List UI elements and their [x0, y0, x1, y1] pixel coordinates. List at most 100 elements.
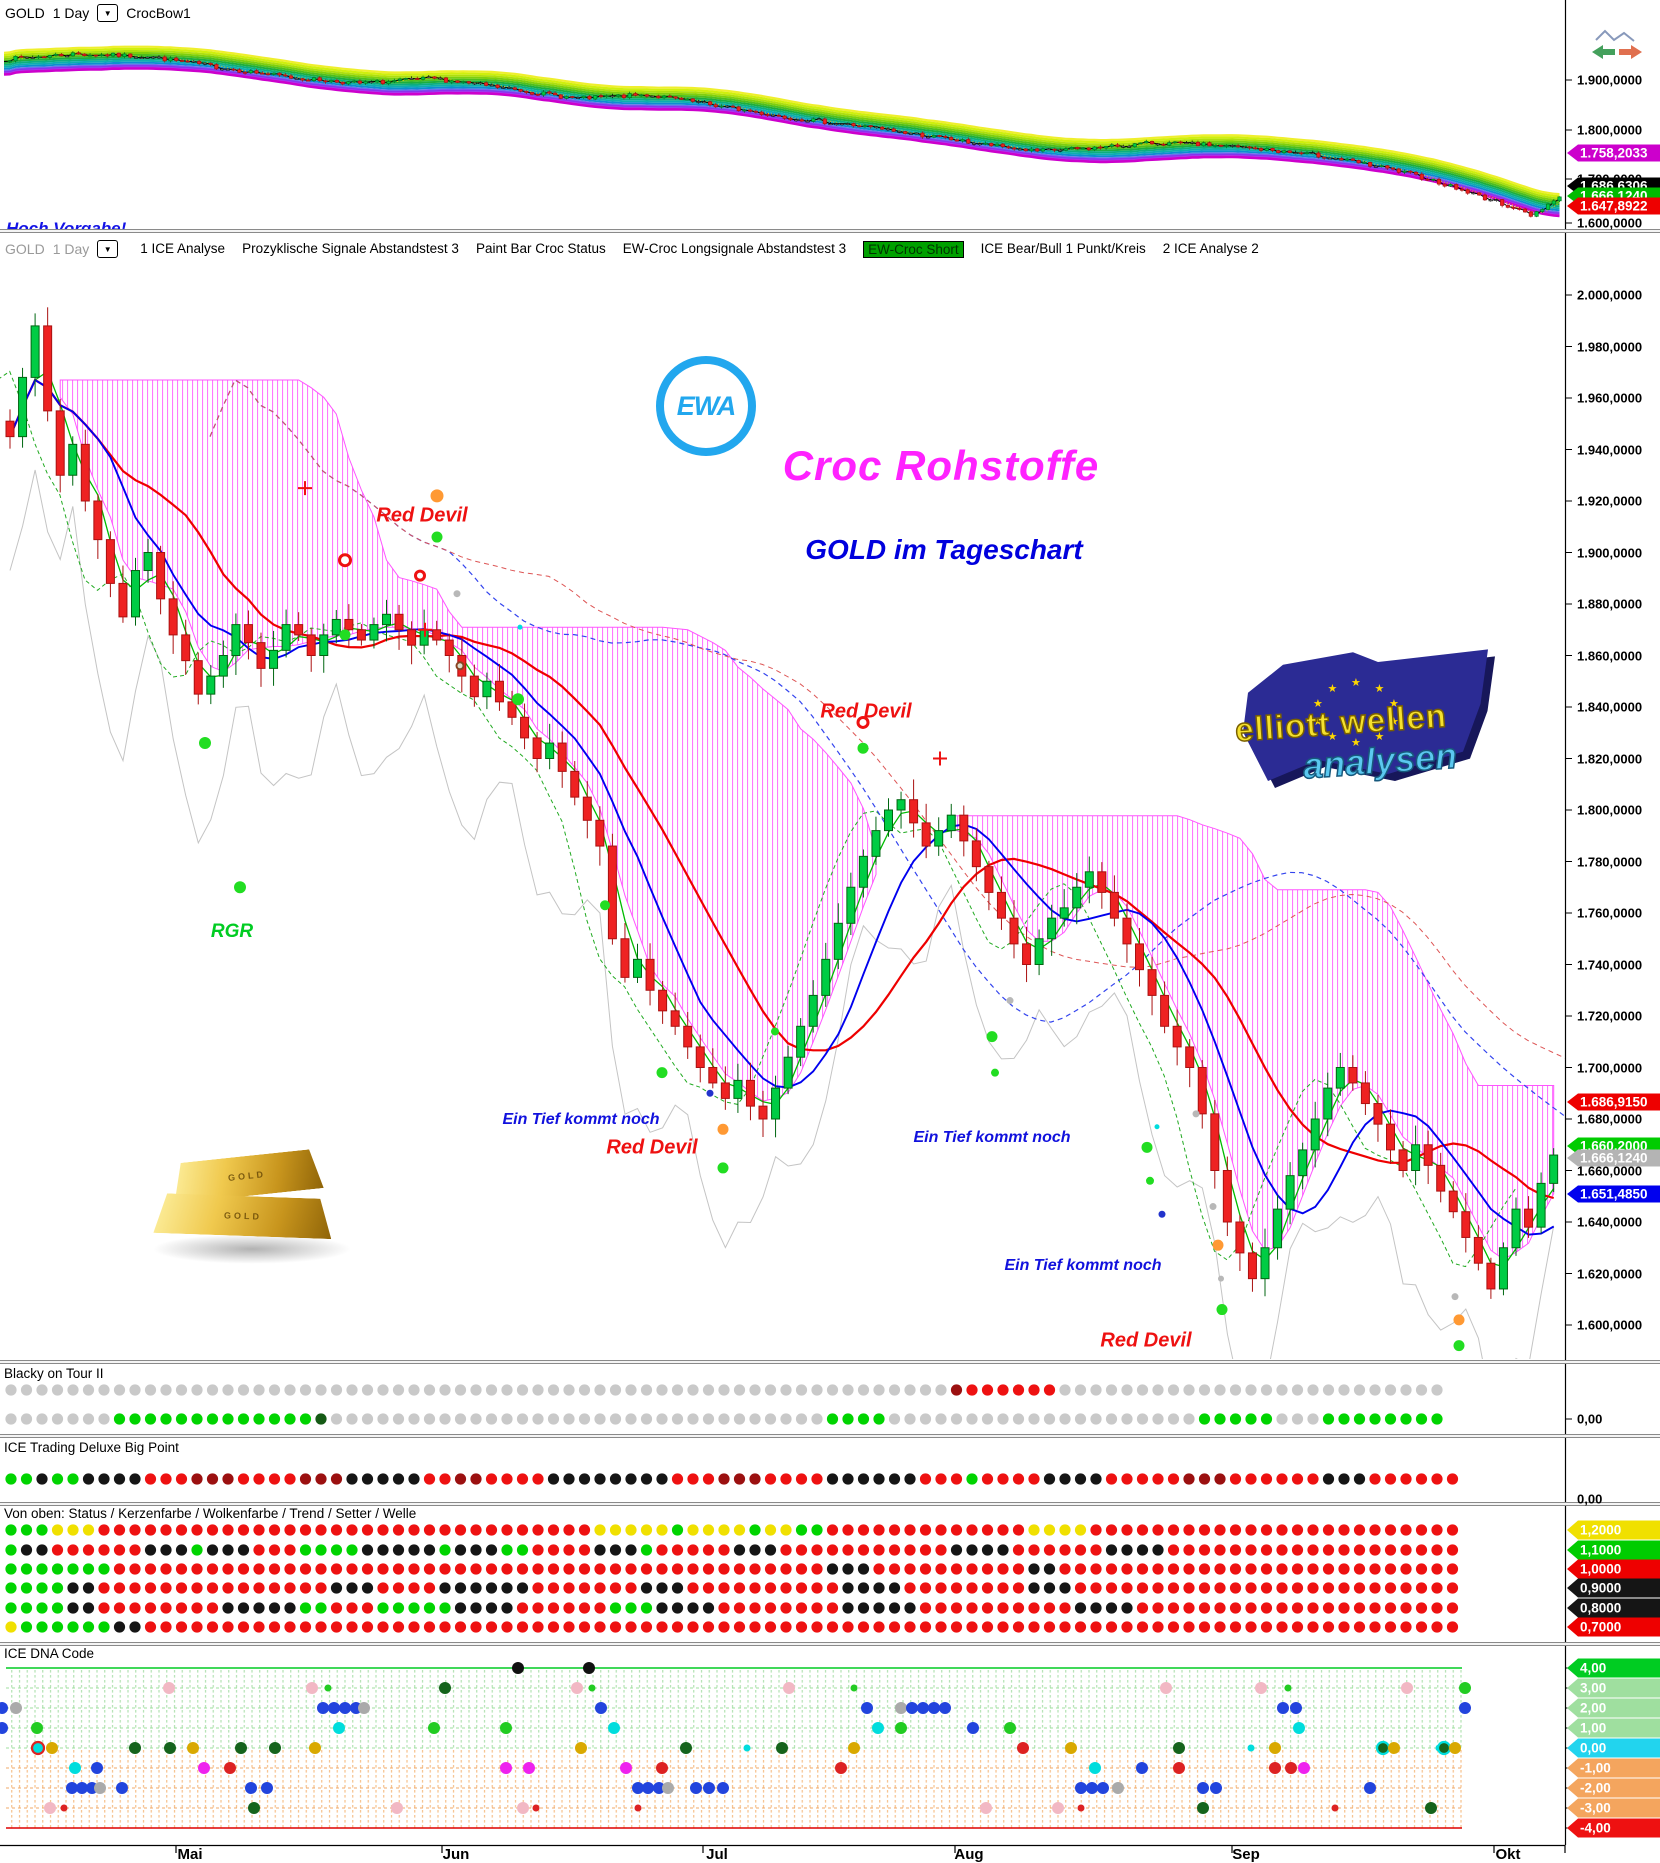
flag-star-icon: ★: [1374, 731, 1385, 744]
price-tick-label: 1.620,0000: [1577, 1266, 1643, 1281]
price-tick-label: 1.960,0000: [1577, 390, 1643, 406]
note-clip: Hoch Vorgabe!: [6, 219, 126, 230]
dna-level-tag: 4,00: [1567, 1658, 1660, 1678]
price-tick-label: 1.720,0000: [1577, 1008, 1643, 1024]
annotation-tief: Ein Tief kommt noch: [913, 1129, 1071, 1146]
elliott-wellen-logo: ★ ★ ★ ★ ★ ★ ★ ★ ★ ★ elliott wellen analysen: [1233, 648, 1508, 813]
annotation-red-devil: Red Devil: [820, 700, 912, 723]
dna-level-tag: -4,00: [1567, 1818, 1660, 1838]
panel-separator: [0, 1434, 1660, 1438]
price-tick-label: 1.880,0000: [1577, 596, 1643, 612]
panel-separator: [0, 229, 1660, 233]
month-label-jul: Jul: [706, 1846, 728, 1863]
annotation-tief: Ein Tief kommt noch: [1004, 1257, 1162, 1274]
dna-level-tag: 1,00: [1567, 1718, 1660, 1738]
month-label-jun: Jun: [442, 1846, 470, 1863]
flag-star-icon: ★: [1374, 682, 1385, 695]
price-tag: 1.758,2033: [1567, 144, 1660, 162]
panel3-title: Blacky on Tour II: [4, 1366, 104, 1381]
period-label: 1 Day: [52, 241, 90, 257]
annotation-red-devil: Red Devil: [606, 1136, 698, 1159]
price-tag: 1.686,9150: [1567, 1093, 1660, 1111]
price-tick-label: 1.900,0000: [1577, 545, 1643, 560]
tab-ice-bear-bull[interactable]: ICE Bear/Bull 1 Punkt/Kreis: [980, 240, 1146, 256]
symbol-label: GOLD: [5, 5, 45, 21]
annotation-croc-title: Croc Rohstoffe: [782, 442, 1100, 489]
flag-star-icon: ★: [1389, 716, 1399, 729]
price-tick-label: 1.920,0000: [1577, 493, 1643, 509]
dropdown-icon[interactable]: ▼: [97, 240, 119, 258]
annotation-tief: Ein Tief kommt noch: [502, 1111, 660, 1128]
period-label: 1 Day: [52, 5, 90, 21]
tab-ew-croc-longsignale[interactable]: EW-Croc Longsignale Abstandstest 3: [622, 240, 847, 256]
tab-ice-analyse[interactable]: 1 ICE Analyse: [140, 240, 226, 256]
indicator-tabbar: 1 ICE Analyse Prozyklische Signale Absta…: [140, 240, 1259, 258]
green-arrow-icon: [1592, 45, 1615, 59]
flag-star-icon: ★: [1389, 697, 1399, 710]
panel2-header: GOLD 1 Day ▼ 1 ICE Analyse Prozyklische …: [5, 240, 1259, 258]
linked-charts-icon[interactable]: [1588, 28, 1646, 64]
level-tag: 1,1000: [1567, 1540, 1660, 1560]
gold-bar: GOLD: [153, 1193, 332, 1239]
dna-level-tag: 0,00: [1567, 1738, 1660, 1758]
panel-separator: [0, 1502, 1660, 1506]
tab-ew-croc-short[interactable]: EW-Croc Short: [863, 240, 964, 258]
price-tick-label: 1.860,0000: [1577, 648, 1643, 663]
price-tick-label: 1.660,0000: [1577, 1163, 1643, 1178]
month-label-aug: Aug: [954, 1846, 984, 1863]
panel6-title: ICE DNA Code: [4, 1646, 95, 1661]
zero-tick-label: 0,00: [1577, 1491, 1603, 1507]
zero-tick-label: 0,00: [1577, 1411, 1603, 1427]
flag-star-icon: ★: [1312, 716, 1323, 729]
gold-bars-shadow: [152, 1234, 352, 1264]
annotation-gold-title: GOLD im Tageschart: [805, 534, 1083, 565]
flag-star-icon: ★: [1312, 697, 1323, 710]
level-tag: 0,9000: [1567, 1578, 1660, 1598]
price-tick-label: 1.640,0000: [1577, 1214, 1643, 1230]
tab-paint-bar-croc[interactable]: Paint Bar Croc Status: [475, 240, 606, 256]
dropdown-icon[interactable]: ▼: [97, 4, 119, 22]
annotation-red-devil: Red Devil: [376, 504, 468, 527]
level-tag: 1,2000: [1567, 1520, 1660, 1540]
price-tick-label: 1.800,0000: [1577, 802, 1643, 818]
annotation-red-devil: Red Devil: [1100, 1329, 1192, 1352]
flag-star-icon: ★: [1327, 682, 1338, 695]
level-tag: 0,7000: [1567, 1617, 1660, 1637]
level-tag: 0,8000: [1567, 1598, 1660, 1618]
eu-flag-stars: ★ ★ ★ ★ ★ ★ ★ ★ ★ ★: [1233, 648, 1508, 813]
dna-level-tag: -1,00: [1567, 1758, 1660, 1778]
ewa-logo-text: EWA: [676, 390, 737, 421]
indicator-label: CrocBow1: [126, 5, 191, 21]
price-tag: 1.666,1240: [1567, 1149, 1660, 1167]
tab-prozyklische-signale[interactable]: Prozyklische Signale Abstandstest 3: [242, 240, 459, 256]
month-label-mai: Mai: [177, 1846, 203, 1863]
price-tick-label: 1.760,0000: [1577, 905, 1643, 921]
price-tick-label: 1.820,0000: [1577, 751, 1643, 766]
price-tick-label: 1.740,0000: [1577, 957, 1643, 972]
zigzag-icon: [1595, 29, 1635, 42]
tab-ice-analyse-2[interactable]: 2 ICE Analyse 2: [1162, 240, 1259, 256]
month-label-sep: Sep: [1232, 1846, 1260, 1863]
panel5-title: Von oben: Status / Kerzenfarbe / Wolkenf…: [4, 1506, 417, 1521]
dna-level-tag: 3,00: [1567, 1678, 1660, 1698]
price-tick-label: 1.900,0000: [1577, 72, 1643, 88]
price-tick-label: 1.800,0000: [1577, 122, 1643, 138]
dna-level-tag: 2,00: [1567, 1698, 1660, 1718]
price-tick-label: 1.700,0000: [1577, 1060, 1643, 1075]
price-tick-label: 1.680,0000: [1577, 1111, 1643, 1127]
price-tick-label: 1.600,0000: [1577, 215, 1643, 231]
month-label-okt: Okt: [1495, 1846, 1521, 1863]
panel4-title: ICE Trading Deluxe Big Point: [4, 1440, 179, 1455]
flag-star-icon: ★: [1327, 731, 1338, 744]
panel1-header: GOLD 1 Day ▼ CrocBow1: [5, 4, 191, 22]
level-tag: 1,0000: [1567, 1559, 1660, 1579]
annotation-rgr: RGR: [210, 921, 254, 942]
chart-note: Hoch Vorgabe!: [6, 219, 127, 230]
price-tick-label: 2.000,0000: [1577, 287, 1643, 303]
panel-separator: [0, 1360, 1660, 1364]
price-tick-label: 1.940,0000: [1577, 442, 1643, 457]
price-tick-label: 1.840,0000: [1577, 699, 1643, 715]
gold-bars-image: GOLD GOLD: [152, 1140, 352, 1275]
